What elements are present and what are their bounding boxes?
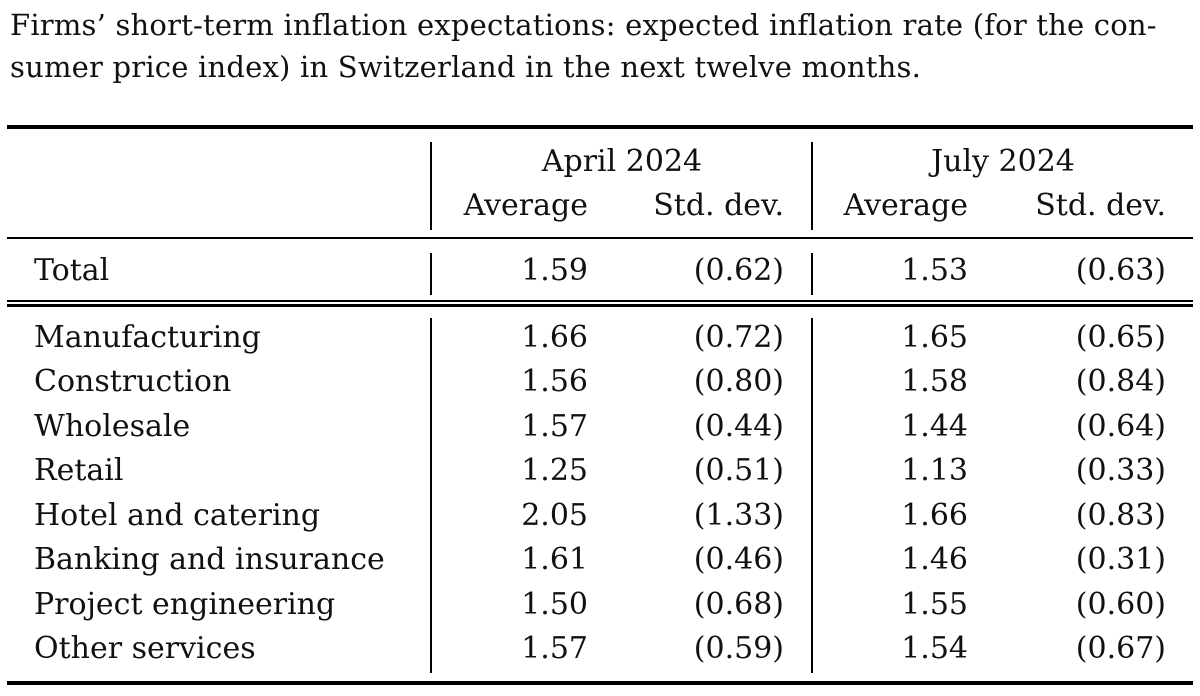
cell-july-average: 1.46 xyxy=(901,542,968,577)
column-separator xyxy=(430,142,432,230)
cell-july-average: 1.44 xyxy=(901,409,968,444)
column-separator xyxy=(811,253,813,295)
row-label: Total xyxy=(34,253,110,288)
row-label: Manufacturing xyxy=(34,320,261,355)
cell-april-std-dev: (0.62) xyxy=(693,253,784,288)
cell-april-average: 1.61 xyxy=(521,542,588,577)
cell-april-average: 1.57 xyxy=(521,631,588,666)
subheader-april-average: Average xyxy=(463,188,588,223)
row-label: Project engineering xyxy=(34,587,336,622)
column-separator xyxy=(811,318,813,673)
subheader-july-average: Average xyxy=(843,188,968,223)
cell-july-std-dev: (0.31) xyxy=(1075,542,1166,577)
table-top-rule xyxy=(7,125,1193,129)
subheader-july-std-dev: Std. dev. xyxy=(1035,188,1166,223)
row-label: Wholesale xyxy=(34,409,191,444)
cell-april-std-dev: (1.33) xyxy=(693,498,784,533)
cell-july-std-dev: (0.67) xyxy=(1075,631,1166,666)
cell-july-std-dev: (0.33) xyxy=(1075,453,1166,488)
total-double-rule-upper xyxy=(7,300,1193,302)
cell-july-std-dev: (0.63) xyxy=(1075,253,1166,288)
cell-april-average: 1.25 xyxy=(521,453,588,488)
cell-april-average: 2.05 xyxy=(521,498,588,533)
group-header-april-2024: April 2024 xyxy=(541,144,703,179)
cell-july-average: 1.53 xyxy=(901,253,968,288)
cell-july-average: 1.13 xyxy=(901,453,968,488)
cell-april-std-dev: (0.44) xyxy=(693,409,784,444)
cell-april-std-dev: (0.72) xyxy=(693,320,784,355)
table-bottom-rule xyxy=(7,681,1193,685)
table-caption-line-2: sumer price index) in Switzerland in the… xyxy=(10,50,921,84)
column-separator xyxy=(430,318,432,673)
header-rule xyxy=(7,237,1193,239)
row-label: Retail xyxy=(34,453,124,488)
cell-april-average: 1.66 xyxy=(521,320,588,355)
cell-april-average: 1.50 xyxy=(521,587,588,622)
cell-july-average: 1.65 xyxy=(901,320,968,355)
total-double-rule-lower xyxy=(7,304,1193,307)
column-separator xyxy=(811,142,813,230)
cell-july-std-dev: (0.65) xyxy=(1075,320,1166,355)
cell-april-average: 1.56 xyxy=(521,364,588,399)
cell-july-std-dev: (0.60) xyxy=(1075,587,1166,622)
cell-april-average: 1.57 xyxy=(521,409,588,444)
cell-april-std-dev: (0.59) xyxy=(693,631,784,666)
row-label: Hotel and catering xyxy=(34,498,321,533)
row-label: Construction xyxy=(34,364,232,399)
group-header-july-2024: July 2024 xyxy=(931,144,1075,179)
cell-july-average: 1.66 xyxy=(901,498,968,533)
cell-april-std-dev: (0.51) xyxy=(693,453,784,488)
cell-july-std-dev: (0.83) xyxy=(1075,498,1166,533)
row-label: Banking and insurance xyxy=(34,542,385,577)
cell-july-average: 1.54 xyxy=(901,631,968,666)
cell-july-average: 1.58 xyxy=(901,364,968,399)
cell-april-std-dev: (0.46) xyxy=(693,542,784,577)
table-caption-line-1: Firms’ short-term inflation expectations… xyxy=(10,8,1157,42)
cell-july-std-dev: (0.64) xyxy=(1075,409,1166,444)
cell-april-std-dev: (0.68) xyxy=(693,587,784,622)
cell-july-average: 1.55 xyxy=(901,587,968,622)
cell-july-std-dev: (0.84) xyxy=(1075,364,1166,399)
subheader-april-std-dev: Std. dev. xyxy=(653,188,784,223)
column-separator xyxy=(430,253,432,295)
cell-april-average: 1.59 xyxy=(521,253,588,288)
cell-april-std-dev: (0.80) xyxy=(693,364,784,399)
row-label: Other services xyxy=(34,631,256,666)
